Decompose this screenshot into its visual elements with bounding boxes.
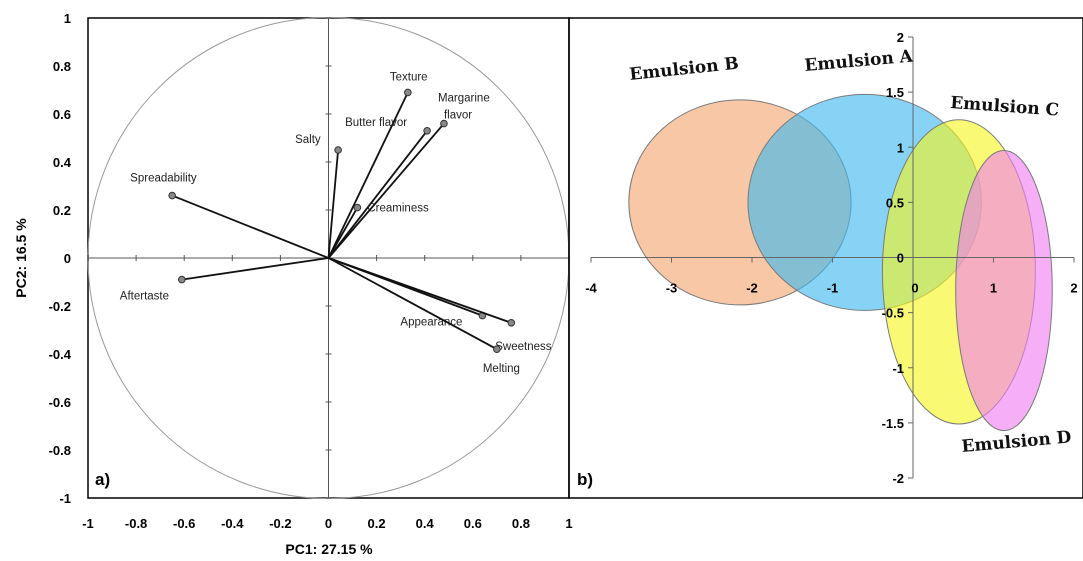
- vector-creaminess: [327, 207, 359, 259]
- label-texture: Texture: [390, 71, 428, 83]
- panel-a-label: a): [95, 470, 110, 489]
- label-sweetness: Sweetness: [495, 341, 552, 353]
- vector-sweetness: [328, 257, 512, 324]
- panel-a-x-tick-labels: -1 -0.8 -0.6 -0.4 -0.2 0 0.2 0.4 0.6 0.8 1: [82, 516, 572, 531]
- vector-margarine-flavor: [327, 123, 445, 259]
- point-aftertaste: [177, 275, 186, 284]
- panel-a-y-tick-label: -0.2: [49, 299, 71, 314]
- panel-b-frame: [568, 17, 1083, 499]
- point-margarine-flavor: [440, 119, 448, 128]
- label-emulsion-d: Emulsion D: [961, 427, 1073, 457]
- label-salty: Salty: [295, 134, 321, 146]
- panel-b-y-tick-label: 1: [897, 140, 904, 155]
- panel-a-x-tick-label: 0.4: [416, 516, 435, 531]
- panel-b-y-tick-label: 0.5: [886, 195, 904, 210]
- point-salty: [334, 146, 342, 154]
- point-spreadability: [168, 191, 176, 200]
- panel-a-x-tick-label: 1: [565, 516, 572, 531]
- panel-b-x-tick-label: -1: [827, 281, 839, 296]
- vector-butter-flavor: [327, 130, 428, 259]
- panel-b-y-tick-labels: 2 1.5 1 0.5 0 -0.5 -1 -1.5 -2: [882, 30, 904, 486]
- panel-b-x-tick-label: 2: [1070, 281, 1077, 296]
- panel-a-x-tick-label: -0.8: [125, 516, 147, 531]
- panel-b-y-tick-label: 2: [897, 30, 904, 45]
- panel-a-pca-loadings: Texture Margarine flavor Butter flavor Salty…: [13, 11, 573, 557]
- panel-b-emulsion-groups: -4 -3 -2 -1 0 1 2 2 1.5 1 0.5 0 -0.5 -1 -1.5 -2 Emulsi…: [568, 17, 1083, 499]
- label-emulsion-a: Emulsion A: [804, 47, 915, 76]
- panel-a-y-tick-label: -0.6: [49, 395, 71, 410]
- panel-a-y-tick-labels: 1 0.8 0.6 0.4 0.2 0 -0.2 -0.4 -0.6 -0.8 -1: [49, 11, 72, 506]
- vector-texture: [327, 92, 409, 259]
- point-butter-flavor: [423, 127, 431, 135]
- ellipse-emulsion-d: [955, 150, 1053, 432]
- label-emulsion-b: Emulsion B: [628, 54, 739, 85]
- panel-b-y-tick-label: -1.5: [882, 416, 904, 431]
- vector-spreadability: [171, 194, 329, 259]
- panel-a-y-tick-label: -0.4: [49, 347, 72, 362]
- point-texture: [404, 88, 412, 97]
- panel-b-y-tick-label: 0: [897, 251, 904, 266]
- point-melting: [493, 345, 501, 354]
- loading-vectors: Texture Margarine flavor Butter flavor Salty…: [120, 71, 552, 375]
- point-sweetness: [507, 319, 516, 327]
- panel-a-x-tick-label: 0.6: [464, 516, 482, 531]
- panel-a-x-tick-label: -0.2: [269, 516, 291, 531]
- panel-a-x-tick-label: 0.2: [368, 516, 386, 531]
- panel-b-x-tick-label: 1: [990, 281, 997, 296]
- panel-a-x-tick-label: -0.4: [221, 516, 244, 531]
- panel-a-y-tick-label: 0.6: [53, 107, 71, 122]
- panel-a-y-tick-label: -0.8: [49, 443, 71, 458]
- panel-a-y-tick-label: 0.2: [53, 203, 71, 218]
- panel-b-x-tick-label: -2: [746, 281, 758, 296]
- panel-b-y-tick-label: -1: [892, 361, 904, 376]
- panel-a-y-tick-label: 0: [64, 251, 71, 266]
- label-aftertaste: Aftertaste: [120, 291, 169, 303]
- label-margarine-flavor: Margarine flavor: [438, 93, 490, 122]
- panel-a-x-tick-label: 0: [325, 516, 332, 531]
- panel-a-y-tick-label: 0.8: [53, 59, 71, 74]
- panel-a-axis-ticks: [87, 17, 570, 499]
- panel-b-x-tick-label: 0: [911, 281, 918, 296]
- vector-salty: [327, 149, 340, 259]
- label-spreadability: Spreadability: [130, 173, 197, 185]
- panel-b-y-tick-label: -2: [892, 471, 904, 486]
- vector-aftertaste: [181, 257, 329, 281]
- panel-b-x-tick-labels: -4 -3 -2 -1 0 1 2: [585, 281, 1077, 296]
- panel-a-x-tick-label: 0.8: [512, 516, 530, 531]
- vector-melting: [328, 257, 498, 350]
- panel-b-axis-ticks: [590, 36, 1075, 479]
- label-creaminess: Creaminess: [367, 203, 429, 215]
- x-axis-title: PC1: 27.15 %: [285, 541, 373, 557]
- panel-a-y-tick-label: -1: [59, 491, 71, 506]
- label-emulsion-c: Emulsion C: [950, 93, 1060, 121]
- panel-b-y-tick-label: 1.5: [886, 85, 904, 100]
- panel-b-x-tick-label: -3: [666, 281, 678, 296]
- panel-a-y-tick-label: 1: [64, 11, 71, 26]
- label-appearance: Appearance: [400, 317, 462, 329]
- point-creaminess: [353, 203, 362, 212]
- label-butter-flavor: Butter flavor: [345, 117, 407, 129]
- panel-b-label: b): [577, 470, 593, 489]
- panel-a-x-tick-label: -1: [82, 516, 94, 531]
- panel-b-y-tick-label: -0.5: [882, 306, 904, 321]
- y-axis-title: PC2: 16.5 %: [13, 218, 29, 298]
- label-melting: Melting: [483, 363, 520, 375]
- panel-a-y-tick-label: 0.4: [53, 155, 72, 170]
- panel-b-x-tick-label: -4: [585, 281, 597, 296]
- panel-a-x-tick-label: -0.6: [173, 516, 195, 531]
- emulsion-ellipses: [628, 93, 1053, 432]
